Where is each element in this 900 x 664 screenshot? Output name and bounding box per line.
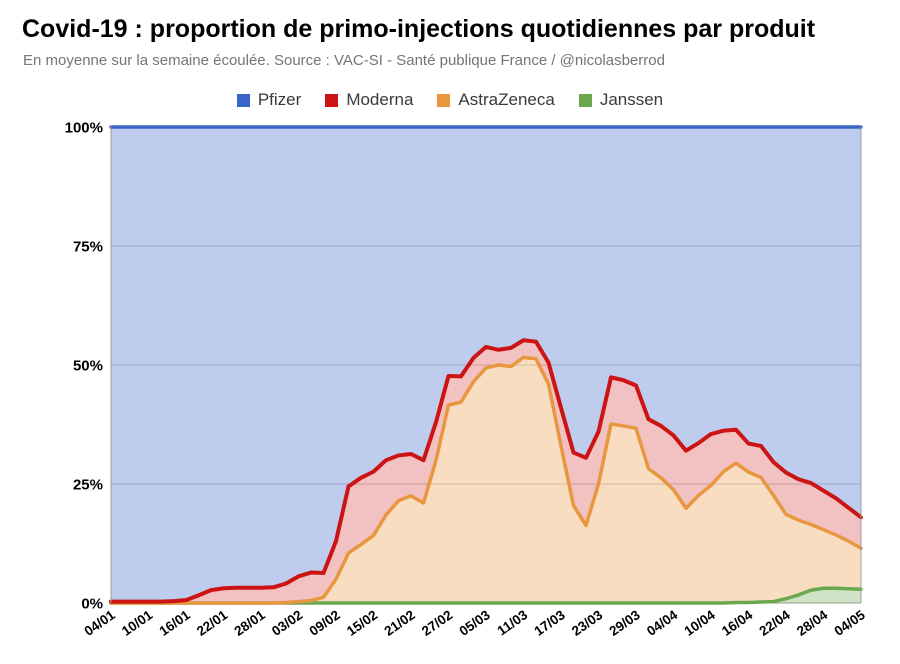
y-axis-label: 50% <box>73 358 103 375</box>
x-axis-label: 16/04 <box>719 607 756 639</box>
line-astrazeneca <box>109 355 863 605</box>
legend-swatch-pfizer <box>236 93 250 107</box>
y-axis-label: 100% <box>65 120 103 137</box>
x-axis-label: 10/01 <box>119 607 156 639</box>
legend-swatch-moderna <box>325 93 339 107</box>
legend-label-pfizer: Pfizer <box>257 90 302 109</box>
legend-swatch-janssen <box>578 93 592 107</box>
x-axis-label: 04/05 <box>831 607 868 639</box>
x-axis-label: 29/03 <box>606 607 643 639</box>
x-axis-label: 22/01 <box>194 607 231 639</box>
x-axis-label: 03/02 <box>269 607 305 639</box>
x-axis-label: 21/02 <box>381 607 417 639</box>
x-axis-label: 17/03 <box>531 607 568 639</box>
area-moderna <box>111 340 861 603</box>
legend-label-janssen: Janssen <box>599 90 664 109</box>
y-axis-label: 25% <box>73 477 103 494</box>
x-axis-label: 15/02 <box>344 607 380 639</box>
x-axis-label: 09/02 <box>306 607 342 639</box>
x-axis-label: 11/03 <box>495 607 531 639</box>
line-moderna <box>109 338 863 604</box>
legend-item-astrazeneca: AstraZeneca <box>437 90 555 110</box>
legend-label-moderna: Moderna <box>346 90 414 109</box>
legend-item-janssen: Janssen <box>578 90 664 110</box>
chart-legend: Pfizer Moderna AstraZeneca Janssen <box>0 90 900 110</box>
x-axis-label: 22/04 <box>756 607 793 639</box>
legend-label-astrazeneca: AstraZeneca <box>458 90 555 109</box>
legend-item-moderna: Moderna <box>325 90 413 110</box>
x-axis-label: 16/01 <box>156 607 193 639</box>
area-astrazeneca <box>111 357 861 603</box>
legend-swatch-astrazeneca <box>437 93 451 107</box>
area-pfizer <box>111 127 861 602</box>
x-axis-label: 28/01 <box>231 607 268 639</box>
x-axis-label: 27/02 <box>419 607 455 639</box>
chart-subtitle: En moyenne sur la semaine écoulée. Sourc… <box>23 52 665 69</box>
legend-item-pfizer: Pfizer <box>236 90 302 110</box>
area-janssen <box>111 588 861 603</box>
y-axis-label: 75% <box>73 239 103 256</box>
y-axis-label: 0% <box>81 596 103 613</box>
x-axis-label: 23/03 <box>569 607 606 639</box>
chart-title: Covid-19 : proportion de primo-injection… <box>22 15 816 43</box>
x-axis-label: 10/04 <box>681 607 718 639</box>
x-axis-label: 04/04 <box>644 607 681 639</box>
x-axis-label: 28/04 <box>794 607 831 639</box>
x-axis-label: 05/03 <box>456 607 493 639</box>
